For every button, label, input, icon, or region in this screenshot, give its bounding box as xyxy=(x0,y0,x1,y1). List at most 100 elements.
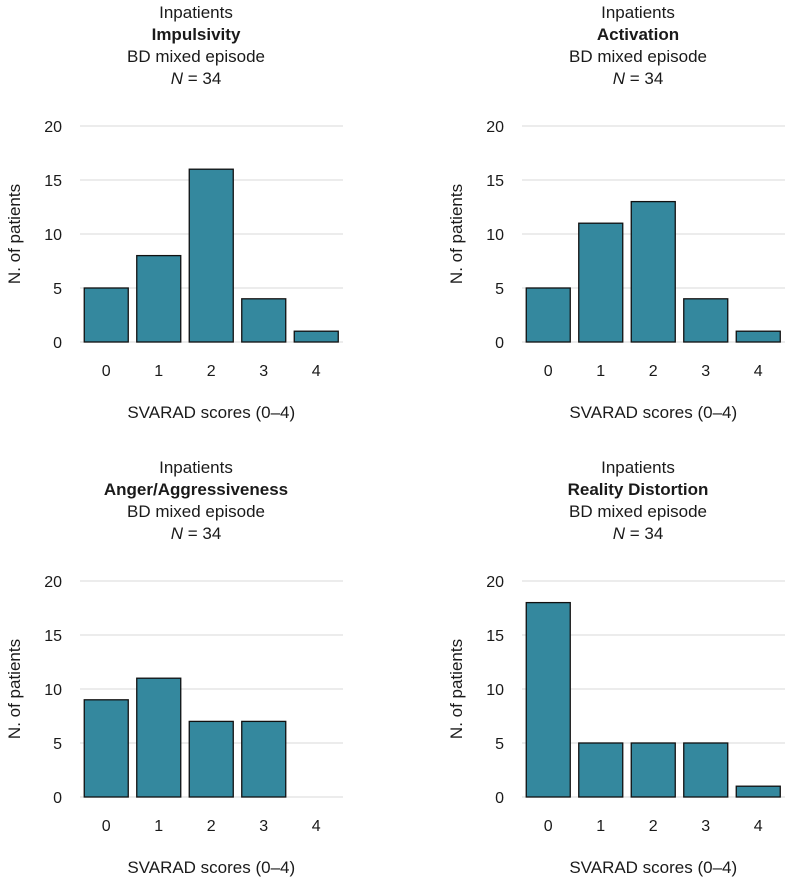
y-tick-label: 0 xyxy=(53,790,62,807)
y-tick-label: 10 xyxy=(486,682,504,699)
sample-size-symbol: N xyxy=(612,524,625,543)
chart-panel-anger-aggressiveness: Inpatients Anger/Aggressiveness BD mixed… xyxy=(0,455,392,894)
bar-0 xyxy=(525,601,571,798)
chart-title: Impulsivity xyxy=(151,25,241,44)
x-tick-label: 1 xyxy=(596,818,605,835)
chart-panel-activation: Inpatients Activation BD mixed episode N… xyxy=(442,0,785,439)
y-axis-label: N. of patients xyxy=(5,639,24,739)
x-tick-label: 1 xyxy=(154,818,163,835)
x-axis-label: SVARAD scores (0–4) xyxy=(127,403,295,422)
chart-panel-reality-distortion: Inpatients Reality Distortion BD mixed e… xyxy=(442,455,785,894)
bar-chart-reality-distortion: 0 5 10 15 20 0 1 2 3 4 SVARAD scores (0–4) N. of pa… xyxy=(447,574,785,877)
x-tick-label: 2 xyxy=(207,363,216,380)
bar-0 xyxy=(525,287,571,343)
bar-4 xyxy=(293,330,339,343)
y-axis-label: N. of patients xyxy=(447,639,466,739)
bar-chart-impulsivity: 0 5 10 15 20 0 1 2 3 4 SVARAD scores (0–4) N. of pa… xyxy=(5,119,343,422)
chart-sample-size: N = 34 xyxy=(442,68,785,90)
x-tick-label: 0 xyxy=(544,363,553,380)
x-tick-label: 2 xyxy=(649,363,658,380)
x-tick-label: 1 xyxy=(154,363,163,380)
plot-area: 0 5 10 15 20 0 1 2 3 4 SVARAD scores (0–4) N. of pa… xyxy=(5,119,343,422)
bar-2 xyxy=(630,742,676,798)
sample-size-value: = 34 xyxy=(187,524,222,543)
chart-setting: Inpatients xyxy=(159,458,233,477)
y-tick-label: 15 xyxy=(44,628,62,645)
bar-4 xyxy=(735,785,781,798)
chart-subtitle: BD mixed episode xyxy=(569,47,707,66)
chart-titles: Inpatients Impulsivity BD mixed episode … xyxy=(0,2,392,90)
chart-title: Anger/Aggressiveness xyxy=(103,480,289,499)
y-tick-label: 15 xyxy=(44,173,62,190)
chart-setting: Inpatients xyxy=(601,3,675,22)
y-tick-label: 15 xyxy=(486,628,504,645)
x-tick-label: 3 xyxy=(701,363,710,380)
x-axis-label: SVARAD scores (0–4) xyxy=(569,858,737,877)
y-tick-label: 5 xyxy=(495,736,504,753)
sample-size-symbol: N xyxy=(170,524,183,543)
x-tick-label: 3 xyxy=(259,818,268,835)
chart-setting: Inpatients xyxy=(159,3,233,22)
bar-1 xyxy=(136,254,182,343)
x-tick-label: 0 xyxy=(544,818,553,835)
x-tick-label: 3 xyxy=(701,818,710,835)
bar-0 xyxy=(83,287,129,343)
y-tick-label: 10 xyxy=(486,227,504,244)
sample-size-value: = 34 xyxy=(629,69,664,88)
y-tick-label: 15 xyxy=(486,173,504,190)
bar-4 xyxy=(735,330,781,343)
y-tick-label: 5 xyxy=(53,281,62,298)
bar-2 xyxy=(188,720,234,798)
bar-1 xyxy=(578,742,624,798)
x-tick-label: 4 xyxy=(312,363,321,380)
bar-3 xyxy=(241,720,287,798)
chart-title: Activation xyxy=(596,25,680,44)
chart-subtitle: BD mixed episode xyxy=(569,502,707,521)
x-tick-label: 4 xyxy=(754,818,763,835)
y-tick-label: 5 xyxy=(495,281,504,298)
y-tick-label: 5 xyxy=(53,736,62,753)
bar-1 xyxy=(136,677,182,798)
chart-sample-size: N = 34 xyxy=(0,68,392,90)
chart-sample-size: N = 34 xyxy=(442,523,785,545)
bar-chart-activation: 0 5 10 15 20 0 1 2 3 4 SVARAD scores (0–4) N. of pa… xyxy=(447,119,785,422)
y-axis-label: N. of patients xyxy=(5,184,24,284)
x-tick-label: 1 xyxy=(596,363,605,380)
bar-3 xyxy=(241,298,287,343)
y-tick-label: 10 xyxy=(44,227,62,244)
y-tick-label: 0 xyxy=(495,790,504,807)
chart-subtitle: BD mixed episode xyxy=(127,47,265,66)
chart-titles: Inpatients Anger/Aggressiveness BD mixed… xyxy=(0,457,392,545)
x-axis-label: SVARAD scores (0–4) xyxy=(127,858,295,877)
x-tick-label: 4 xyxy=(312,818,321,835)
y-tick-label: 20 xyxy=(44,119,62,136)
y-tick-label: 20 xyxy=(44,574,62,591)
bar-3 xyxy=(683,298,729,343)
chart-setting: Inpatients xyxy=(601,458,675,477)
bar-3 xyxy=(683,742,729,798)
x-tick-label: 3 xyxy=(259,363,268,380)
y-axis-label: N. of patients xyxy=(447,184,466,284)
y-tick-label: 0 xyxy=(53,335,62,352)
sample-size-symbol: N xyxy=(612,69,625,88)
chart-titles: Inpatients Reality Distortion BD mixed e… xyxy=(442,457,785,545)
y-tick-label: 20 xyxy=(486,574,504,591)
sample-size-value: = 34 xyxy=(629,524,664,543)
chart-title: Reality Distortion xyxy=(567,480,709,499)
chart-panel-impulsivity: Inpatients Impulsivity BD mixed episode … xyxy=(0,0,392,439)
y-tick-label: 10 xyxy=(44,682,62,699)
bar-0 xyxy=(83,699,129,798)
chart-subtitle: BD mixed episode xyxy=(127,502,265,521)
plot-area: 0 5 10 15 20 0 1 2 3 4 SVARAD scores (0–4) N. of pa… xyxy=(5,574,343,877)
x-tick-label: 4 xyxy=(754,363,763,380)
plot-area: 0 5 10 15 20 0 1 2 3 4 SVARAD scores (0–4) N. of pa… xyxy=(447,119,785,422)
sample-size-symbol: N xyxy=(170,69,183,88)
bar-1 xyxy=(578,222,624,343)
bar-2 xyxy=(188,168,234,343)
chart-titles: Inpatients Activation BD mixed episode N… xyxy=(442,2,785,90)
x-tick-label: 0 xyxy=(102,818,111,835)
chart-sample-size: N = 34 xyxy=(0,523,392,545)
y-tick-label: 20 xyxy=(486,119,504,136)
y-tick-label: 0 xyxy=(495,335,504,352)
x-tick-label: 2 xyxy=(649,818,658,835)
